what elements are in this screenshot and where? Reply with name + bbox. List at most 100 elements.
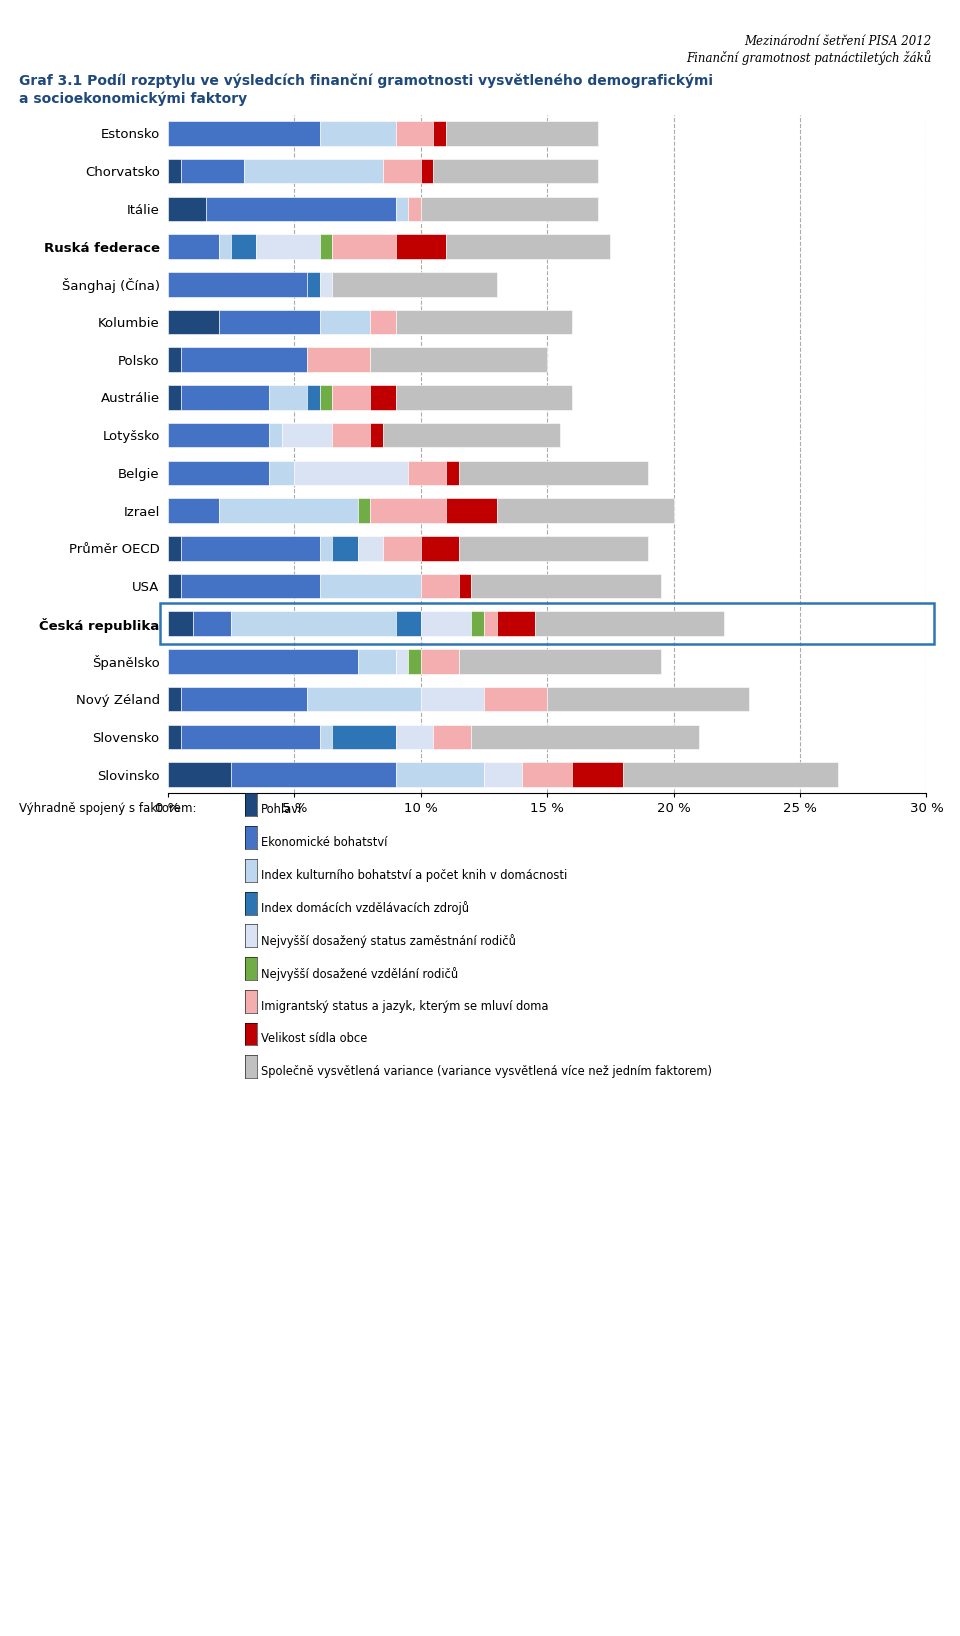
- Bar: [484, 687, 547, 712]
- Bar: [168, 537, 180, 561]
- Bar: [320, 272, 332, 296]
- Bar: [180, 159, 244, 183]
- Text: Index domácích vzdělávacích zdrojů: Index domácích vzdělávacích zdrojů: [261, 901, 469, 916]
- Bar: [168, 461, 269, 486]
- Bar: [357, 649, 396, 674]
- Bar: [420, 649, 459, 674]
- Bar: [408, 461, 446, 486]
- Bar: [219, 499, 357, 524]
- Bar: [168, 234, 219, 258]
- Bar: [371, 422, 383, 447]
- Bar: [420, 196, 598, 221]
- Bar: [244, 159, 383, 183]
- Bar: [307, 687, 420, 712]
- Bar: [231, 612, 396, 636]
- Bar: [522, 762, 572, 787]
- Bar: [396, 384, 572, 409]
- Bar: [168, 121, 320, 146]
- Bar: [434, 725, 471, 749]
- Bar: [168, 574, 180, 599]
- Bar: [320, 121, 396, 146]
- Bar: [193, 612, 231, 636]
- Bar: [471, 725, 699, 749]
- Bar: [623, 762, 838, 787]
- Bar: [320, 309, 371, 334]
- Bar: [446, 461, 459, 486]
- Bar: [320, 537, 332, 561]
- Bar: [168, 612, 193, 636]
- Text: Nejvyšší dosažené vzdělání rodičů: Nejvyšší dosažené vzdělání rodičů: [261, 967, 458, 982]
- Bar: [420, 537, 459, 561]
- Bar: [383, 159, 420, 183]
- Text: Společně vysvětlená variance (variance vysvětlená více než jedním faktorem): Společně vysvětlená variance (variance v…: [261, 1065, 712, 1078]
- Bar: [219, 234, 231, 258]
- Bar: [168, 499, 219, 524]
- Bar: [168, 687, 180, 712]
- Bar: [180, 384, 269, 409]
- Bar: [434, 159, 598, 183]
- Bar: [206, 196, 396, 221]
- Bar: [459, 461, 648, 486]
- Bar: [459, 537, 648, 561]
- Bar: [180, 347, 307, 371]
- Bar: [332, 422, 371, 447]
- Bar: [496, 499, 674, 524]
- Bar: [168, 725, 180, 749]
- Bar: [332, 272, 496, 296]
- Bar: [332, 234, 396, 258]
- Bar: [408, 196, 420, 221]
- Bar: [496, 612, 535, 636]
- Bar: [168, 309, 219, 334]
- Bar: [396, 649, 408, 674]
- Bar: [396, 762, 484, 787]
- Bar: [307, 384, 320, 409]
- Bar: [371, 499, 446, 524]
- Bar: [396, 612, 420, 636]
- Text: a socioekonomickými faktory: a socioekonomickými faktory: [19, 92, 248, 106]
- Bar: [168, 384, 180, 409]
- Bar: [547, 687, 750, 712]
- Bar: [420, 687, 484, 712]
- Bar: [168, 422, 269, 447]
- Bar: [180, 574, 320, 599]
- Bar: [168, 649, 357, 674]
- Bar: [180, 537, 320, 561]
- Bar: [484, 612, 496, 636]
- Bar: [168, 272, 307, 296]
- Bar: [168, 762, 231, 787]
- Bar: [269, 422, 282, 447]
- Text: Výhradně spojený s faktorem:: Výhradně spojený s faktorem:: [19, 802, 197, 815]
- Bar: [434, 121, 446, 146]
- Bar: [459, 649, 660, 674]
- Bar: [459, 574, 471, 599]
- Bar: [420, 159, 434, 183]
- Bar: [471, 574, 660, 599]
- Bar: [371, 347, 547, 371]
- Bar: [446, 121, 598, 146]
- Bar: [396, 196, 408, 221]
- Bar: [307, 347, 371, 371]
- Bar: [180, 687, 307, 712]
- Text: Pohlaví: Pohlaví: [261, 803, 302, 816]
- Bar: [396, 309, 572, 334]
- Bar: [420, 574, 459, 599]
- Bar: [295, 461, 408, 486]
- Bar: [168, 196, 206, 221]
- Bar: [408, 649, 420, 674]
- Bar: [282, 422, 332, 447]
- Text: Nejvyšší dosažený status zaměstnání rodičů: Nejvyšší dosažený status zaměstnání rodi…: [261, 934, 516, 949]
- Bar: [231, 234, 256, 258]
- Bar: [180, 725, 320, 749]
- Bar: [256, 234, 320, 258]
- Text: Graf 3.1 Podíl rozptylu ve výsledcích finanční gramotnosti vysvětleného demograf: Graf 3.1 Podíl rozptylu ve výsledcích fi…: [19, 74, 713, 88]
- Text: Index kulturního bohatství a počet knih v domácnosti: Index kulturního bohatství a počet knih …: [261, 869, 567, 882]
- Bar: [168, 159, 180, 183]
- Bar: [396, 725, 434, 749]
- Bar: [269, 384, 307, 409]
- Bar: [357, 537, 383, 561]
- Bar: [332, 384, 371, 409]
- Bar: [446, 234, 611, 258]
- Bar: [420, 612, 471, 636]
- Text: Mezinárodní šetření PISA 2012: Mezinárodní šetření PISA 2012: [744, 34, 931, 47]
- Bar: [320, 384, 332, 409]
